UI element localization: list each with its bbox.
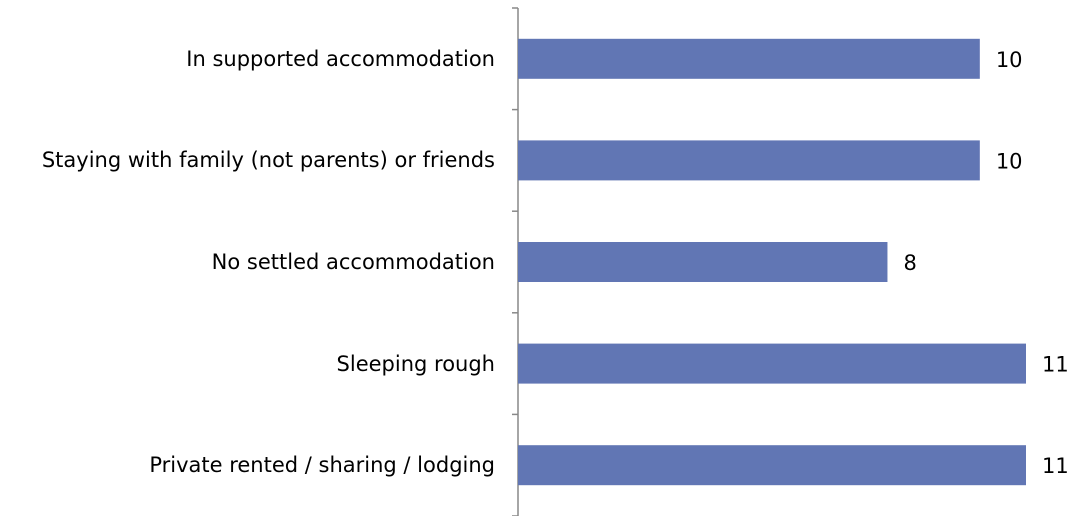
value-label: 8 — [903, 251, 916, 275]
category-label: Private rented / sharing / lodging — [149, 453, 495, 478]
value-label: 11 — [1042, 454, 1069, 478]
bar — [518, 140, 980, 181]
category-label: Sleeping rough — [336, 351, 495, 376]
value-label: 11 — [1042, 353, 1069, 377]
bar — [518, 38, 980, 79]
bar — [518, 445, 1026, 486]
category-label: Staying with family (not parents) or fri… — [41, 148, 495, 173]
value-label: 10 — [996, 48, 1023, 72]
value-label: 10 — [996, 149, 1023, 173]
category-label: No settled accommodation — [211, 250, 495, 274]
bar — [518, 242, 888, 282]
category-label: In supported accommodation — [186, 46, 495, 71]
bar — [518, 343, 1026, 384]
